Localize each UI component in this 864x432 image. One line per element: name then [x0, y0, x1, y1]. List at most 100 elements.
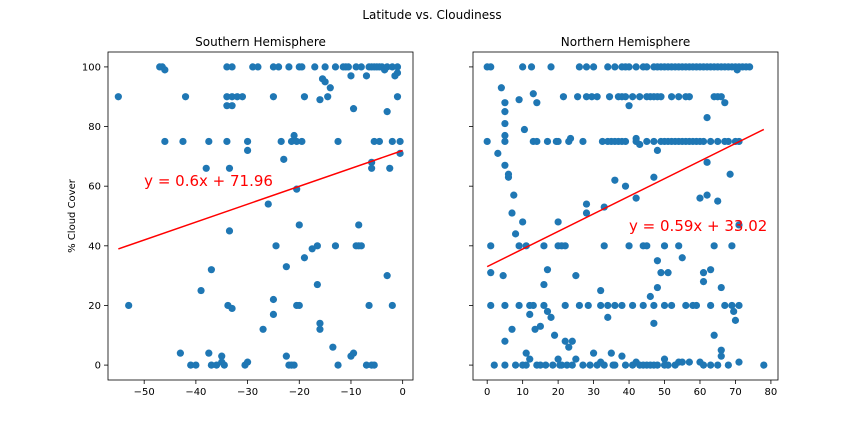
data-point: [703, 158, 711, 166]
data-point: [243, 146, 252, 154]
data-point: [501, 99, 509, 107]
data-point: [604, 313, 612, 321]
data-point: [549, 361, 557, 369]
data-point: [298, 63, 306, 71]
data-point: [269, 63, 278, 71]
data-point: [501, 131, 509, 140]
data-point: [579, 361, 587, 369]
data-point: [650, 137, 658, 146]
data-point: [714, 197, 722, 205]
data-point: [728, 301, 736, 310]
data-point: [264, 200, 272, 208]
data-point: [568, 361, 576, 369]
data-point: [269, 310, 278, 318]
data-point: [568, 337, 576, 345]
data-point: [636, 93, 644, 101]
data-point: [349, 349, 358, 357]
data-point: [510, 191, 518, 199]
data-point: [558, 361, 566, 369]
data-point: [703, 114, 711, 122]
x-tick-label: 30: [587, 387, 600, 398]
data-point: [721, 99, 729, 107]
data-point: [668, 301, 676, 310]
data-point: [554, 355, 562, 363]
data-point: [487, 242, 495, 250]
x-tick-label: 0: [484, 387, 490, 398]
data-point: [228, 93, 236, 101]
data-point: [295, 221, 303, 229]
data-point: [313, 280, 321, 289]
chart-title: Northern Hemisphere: [561, 35, 690, 49]
y-tick-label: 20: [88, 301, 101, 312]
data-point: [298, 137, 306, 146]
regression-line: [118, 149, 403, 250]
data-point: [357, 63, 365, 71]
data-point: [717, 346, 725, 354]
data-point: [207, 361, 215, 369]
data-point: [202, 164, 210, 172]
data-point: [205, 349, 213, 357]
data-point: [643, 242, 651, 250]
data-point: [501, 108, 509, 116]
data-point: [699, 137, 708, 146]
data-point: [561, 337, 569, 345]
data-point: [731, 316, 740, 324]
data-point: [501, 161, 509, 169]
data-point: [675, 93, 683, 101]
data-point: [565, 343, 573, 351]
data-point: [311, 63, 319, 71]
x-tick-label: −20: [289, 387, 310, 398]
data-point: [501, 301, 509, 310]
data-point: [540, 301, 548, 310]
data-point: [290, 131, 298, 140]
data-point: [582, 209, 591, 217]
data-point: [504, 173, 513, 181]
data-point: [243, 358, 252, 366]
data-point: [220, 361, 228, 369]
x-tick-label: 60: [694, 387, 707, 398]
data-point: [388, 137, 396, 146]
data-point: [746, 63, 754, 71]
data-point: [660, 301, 669, 310]
data-point: [225, 164, 234, 172]
data-point: [501, 361, 509, 369]
data-point: [321, 78, 329, 86]
data-point: [660, 242, 669, 250]
data-point: [621, 361, 630, 369]
data-point: [161, 66, 169, 74]
data-point: [533, 99, 541, 107]
data-point: [699, 269, 708, 277]
data-point: [632, 63, 640, 71]
data-point: [724, 361, 732, 369]
data-point: [540, 280, 548, 289]
x-tick-label: −30: [237, 387, 258, 398]
data-point: [605, 93, 614, 101]
data-point: [375, 137, 383, 146]
data-point: [721, 301, 729, 310]
data-point: [685, 93, 693, 101]
data-point: [618, 352, 626, 360]
data-point: [611, 63, 619, 71]
data-point: [316, 319, 324, 327]
x-tick-label: 10: [516, 387, 529, 398]
data-point: [125, 301, 133, 310]
data-point: [238, 93, 247, 101]
data-point: [487, 269, 495, 277]
data-point: [329, 343, 337, 351]
data-point: [660, 355, 669, 363]
data-point: [675, 242, 683, 250]
data-point: [393, 63, 402, 71]
data-point: [636, 140, 644, 149]
x-tick-label: −10: [340, 387, 361, 398]
data-point: [499, 272, 507, 280]
data-point: [290, 361, 298, 369]
data-point: [326, 84, 334, 92]
data-point: [735, 301, 743, 310]
x-tick-label: 50: [658, 387, 671, 398]
data-point: [593, 93, 601, 101]
data-point: [519, 63, 527, 71]
data-point: [531, 325, 539, 333]
data-point: [543, 137, 552, 146]
